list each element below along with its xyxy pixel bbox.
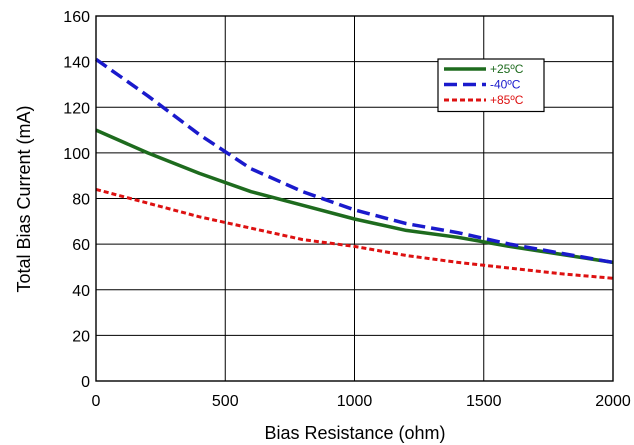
y-axis-title: Total Bias Current (mA) <box>14 105 34 292</box>
plot-border <box>95 15 614 382</box>
legend-label-2: -40ºC <box>490 78 521 92</box>
y-tick-label-20: 20 <box>72 328 90 345</box>
legend-label-1: +25ºC <box>490 62 524 76</box>
y-tick-label-100: 100 <box>63 146 90 163</box>
series-lines <box>94 57 614 280</box>
x-tick-label-2000: 2000 <box>595 393 631 410</box>
legend-label-3: +85ºC <box>490 93 524 107</box>
series-line-2 <box>94 57 614 265</box>
grid <box>96 16 613 381</box>
series-line-3 <box>95 187 614 280</box>
y-tick-label-80: 80 <box>72 192 90 209</box>
x-tick-label-500: 500 <box>212 393 239 410</box>
x-tick-label-1500: 1500 <box>466 393 502 410</box>
y-tick-label-60: 60 <box>72 237 90 254</box>
x-tick-label-0: 0 <box>92 393 101 410</box>
y-tick-label-0: 0 <box>81 374 90 391</box>
x-tick-label-1000: 1000 <box>337 393 373 410</box>
x-axis-title: Bias Resistance (ohm) <box>264 423 445 443</box>
y-tick-label-140: 140 <box>63 55 90 72</box>
tick-labels: 0 20 40 60 80 100 120 140 160 0 500 1000 1500 2000 <box>63 9 631 410</box>
series-line-1 <box>95 128 614 265</box>
y-tick-label-120: 120 <box>63 100 90 117</box>
y-tick-label-40: 40 <box>72 283 90 300</box>
legend: +25ºC -40ºC+85ºC <box>437 58 545 113</box>
y-tick-label-160: 160 <box>63 9 90 26</box>
